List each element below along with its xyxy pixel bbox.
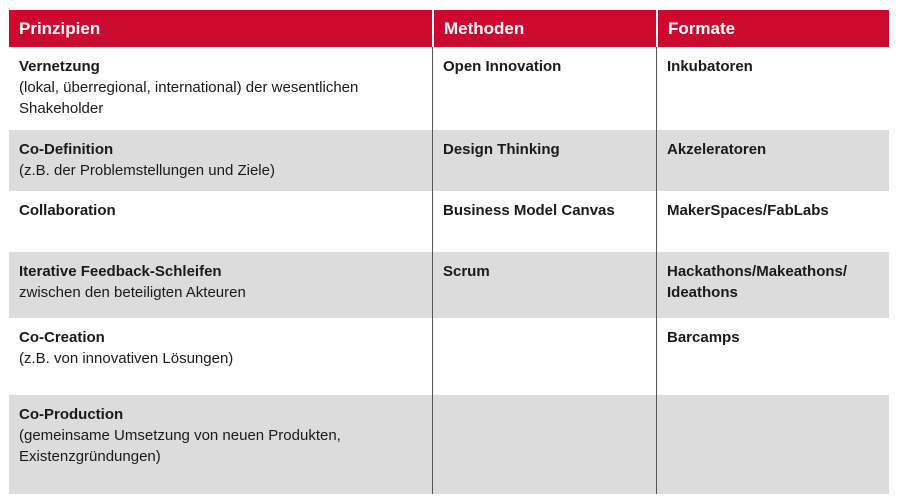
format-cell: Hackathons/Makeathons/ Ideathons xyxy=(656,252,889,318)
principle-title: Co-Definition xyxy=(19,141,114,158)
method-cell: Open Innovation xyxy=(432,47,656,130)
table-row: Vernetzung (lokal, überregional, interna… xyxy=(9,47,889,130)
format-cell: Akzeleratoren xyxy=(656,130,889,191)
principle-cell: Co-Creation (z.B. von innovativen Lösung… xyxy=(9,318,432,395)
format-cell: Inkubatoren xyxy=(656,47,889,130)
table-row: Co-Definition (z.B. der Problemstellunge… xyxy=(9,130,889,191)
method-cell: Business Model Canvas xyxy=(432,191,656,252)
method-cell: Scrum xyxy=(432,252,656,318)
principle-title: Co-Production xyxy=(19,406,124,423)
principle-detail: (z.B. von innovativen Lösungen) xyxy=(19,350,234,367)
format-cell: Barcamps xyxy=(656,318,889,395)
principle-title: Vernetzung xyxy=(19,58,100,75)
table-row: Co-Production (gemeinsame Umsetzung von … xyxy=(9,395,889,494)
table-header: Prinzipien Methoden Formate xyxy=(9,10,889,47)
method-cell: Design Thinking xyxy=(432,130,656,191)
principle-cell: Iterative Feedback-Schleifen zwischen de… xyxy=(9,252,432,318)
header-methoden: Methoden xyxy=(432,10,656,47)
format-cell xyxy=(656,395,889,494)
principle-detail: (lokal, überregional, international) der… xyxy=(19,79,359,117)
format-cell: MakerSpaces/FabLabs xyxy=(656,191,889,252)
principle-detail: (gemeinsame Umsetzung von neuen Produkte… xyxy=(19,427,341,465)
table-row: Iterative Feedback-Schleifen zwischen de… xyxy=(9,252,889,318)
principle-cell: Co-Definition (z.B. der Problemstellunge… xyxy=(9,130,432,191)
principle-cell: Co-Production (gemeinsame Umsetzung von … xyxy=(9,395,432,494)
principle-cell: Collaboration xyxy=(9,191,432,252)
principles-table: Prinzipien Methoden Formate Vernetzung (… xyxy=(9,10,889,494)
header-formate: Formate xyxy=(656,10,889,47)
table-row: Co-Creation (z.B. von innovativen Lösung… xyxy=(9,318,889,395)
principle-title: Iterative Feedback-Schleifen xyxy=(19,263,222,280)
header-prinzipien: Prinzipien xyxy=(19,19,101,38)
principle-detail: (z.B. der Problemstellungen und Ziele) xyxy=(19,162,275,179)
principle-title: Co-Creation xyxy=(19,329,105,346)
table-row: Collaboration Business Model Canvas Make… xyxy=(9,191,889,252)
principle-title: Collaboration xyxy=(19,202,116,219)
principle-cell: Vernetzung (lokal, überregional, interna… xyxy=(9,47,432,130)
principle-detail: zwischen den beteiligten Akteuren xyxy=(19,284,246,301)
method-cell xyxy=(432,318,656,395)
method-cell xyxy=(432,395,656,494)
